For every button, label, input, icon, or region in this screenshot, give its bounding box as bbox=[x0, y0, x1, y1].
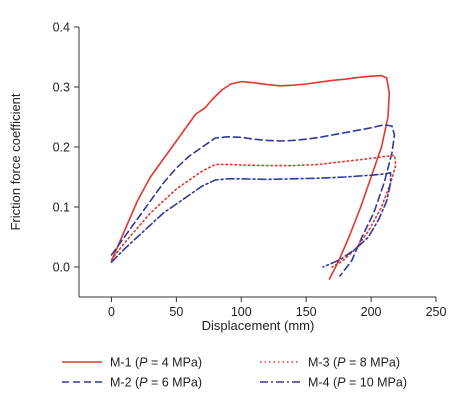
x-tick-label: 50 bbox=[169, 305, 183, 319]
axis-ticks: 0 50 100 150 200 250 0.0 0.1 0.2 0.3 0.4 bbox=[53, 21, 447, 320]
plot-lines bbox=[110, 74, 397, 280]
y-tick-label: 0.1 bbox=[53, 201, 70, 215]
series-line-3 bbox=[110, 154, 397, 268]
x-tick-label: 0 bbox=[108, 305, 115, 319]
legend-label-4: M-4 (P = 10 MPa) bbox=[308, 376, 407, 390]
x-tick-label: 100 bbox=[231, 305, 252, 319]
legend: M-1 (P = 4 MPa) M-2 (P = 6 MPa) M-3 (P = 8… bbox=[62, 356, 407, 390]
x-tick-label: 250 bbox=[426, 305, 447, 319]
y-tick-label: 0.0 bbox=[53, 261, 70, 275]
legend-label-1: M-1 (P = 4 MPa) bbox=[110, 356, 202, 370]
series-line-1 bbox=[110, 74, 391, 280]
y-tick-label: 0.3 bbox=[53, 81, 70, 95]
y-tick-label: 0.4 bbox=[53, 21, 70, 35]
y-axis-title: Friction force coefficient bbox=[8, 93, 23, 230]
legend-label-2: M-2 (P = 6 MPa) bbox=[110, 376, 202, 390]
x-axis-title: Displacement (mm) bbox=[202, 318, 315, 333]
series-line-2 bbox=[110, 124, 396, 277]
legend-label-3: M-3 (P = 8 MPa) bbox=[308, 356, 400, 370]
axes bbox=[78, 27, 436, 298]
series-line-4 bbox=[110, 172, 392, 268]
y-tick-label: 0.2 bbox=[53, 141, 70, 155]
x-tick-label: 200 bbox=[361, 305, 382, 319]
x-tick-label: 150 bbox=[296, 305, 317, 319]
